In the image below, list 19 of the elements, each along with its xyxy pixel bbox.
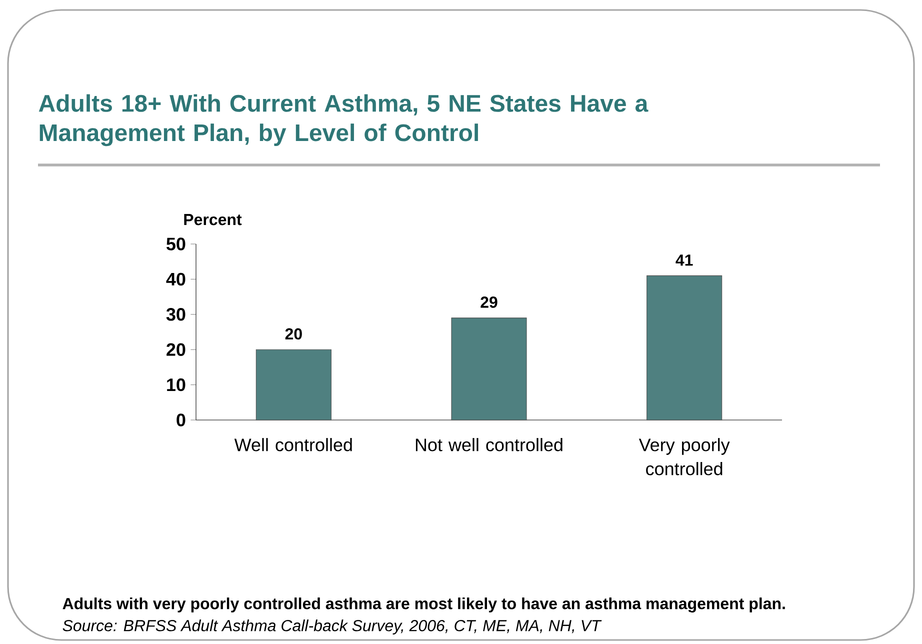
y-tick-label: 50 — [166, 238, 186, 250]
y-axis-title: Percent — [184, 214, 242, 226]
data-label: 41 — [676, 254, 693, 266]
x-tick-label: Very poorly controlled — [638, 438, 730, 476]
y-tick-label: 0 — [176, 414, 186, 426]
x-tick-label: Not well controlled — [416, 438, 562, 452]
y-tick-label: 10 — [167, 378, 186, 392]
chart-title: Adults 18+ With Current Asthma, 5 NE States Have a Management Plan, by Level of Control — [38, 94, 648, 146]
data-label: 20 — [285, 328, 302, 340]
bar — [451, 318, 527, 420]
y-tick-label: 30 — [166, 308, 186, 321]
y-tick-label: 20 — [166, 343, 186, 356]
y-tick-label: 40 — [166, 272, 186, 286]
x-tick-label: Well controlled — [234, 438, 352, 452]
data-label: 29 — [480, 296, 498, 308]
bar — [256, 349, 332, 420]
text: Adults with very poorly controlled asthma are most likely to have an asthma management plan. — [62, 598, 785, 612]
bar — [646, 275, 722, 420]
source-note: Source: BRFSS Adult Asthma Call-back Survey, 2006, CT, ME, MA, NH, VT — [62, 620, 602, 634]
